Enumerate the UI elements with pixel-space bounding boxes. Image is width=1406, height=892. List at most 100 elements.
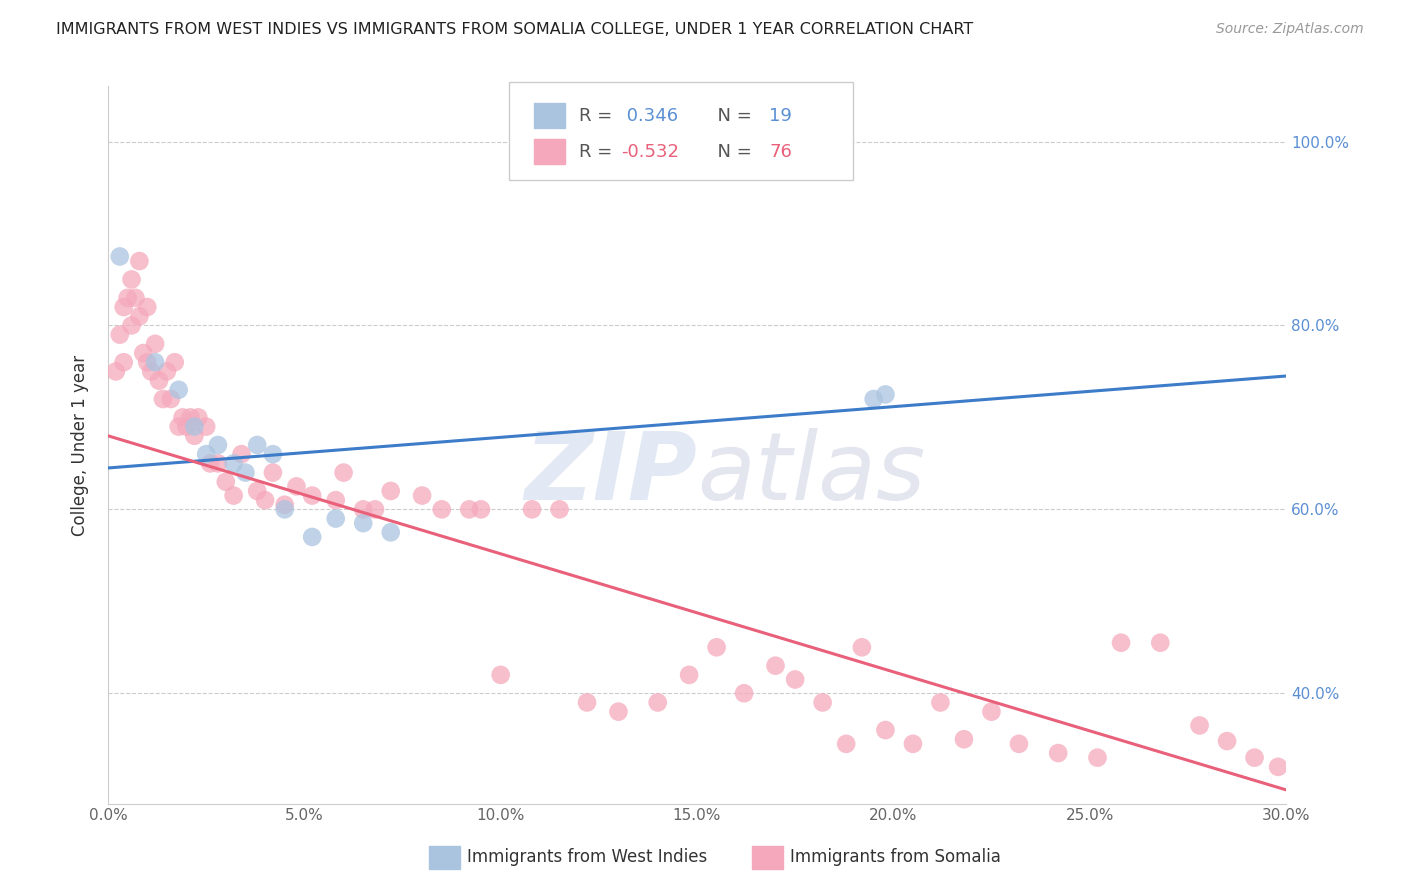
Point <box>136 355 159 369</box>
Point <box>124 291 146 305</box>
Point <box>235 466 257 480</box>
Point <box>980 705 1002 719</box>
Text: Immigrants from West Indies: Immigrants from West Indies <box>467 848 707 866</box>
Point <box>706 640 728 655</box>
Point <box>1243 750 1265 764</box>
Point <box>246 483 269 498</box>
Point <box>167 419 190 434</box>
Point <box>1087 750 1109 764</box>
Point <box>159 392 181 406</box>
Point <box>352 502 374 516</box>
Point <box>136 300 159 314</box>
Point <box>143 355 166 369</box>
Point <box>678 668 700 682</box>
Point <box>489 668 512 682</box>
Point <box>1267 760 1289 774</box>
Text: ZIP: ZIP <box>524 427 697 520</box>
Point <box>148 374 170 388</box>
Point <box>121 318 143 333</box>
Text: N =: N = <box>706 143 758 161</box>
Point <box>254 493 277 508</box>
Point <box>785 673 807 687</box>
Point <box>222 489 245 503</box>
Point <box>246 438 269 452</box>
Text: R =: R = <box>579 107 619 125</box>
Point <box>121 272 143 286</box>
Point <box>198 456 221 470</box>
Point <box>520 502 543 516</box>
Text: 0.346: 0.346 <box>621 107 679 125</box>
Point <box>458 502 481 516</box>
Point <box>273 502 295 516</box>
Point <box>352 516 374 530</box>
Point <box>607 705 630 719</box>
Point <box>132 346 155 360</box>
Point <box>195 447 218 461</box>
Point <box>176 419 198 434</box>
Point <box>231 447 253 461</box>
Point <box>183 429 205 443</box>
Point <box>411 489 433 503</box>
Point <box>765 658 787 673</box>
Point <box>576 696 599 710</box>
Point <box>380 525 402 540</box>
Point <box>332 466 354 480</box>
Text: Source: ZipAtlas.com: Source: ZipAtlas.com <box>1216 22 1364 37</box>
Point <box>1149 636 1171 650</box>
Text: N =: N = <box>706 107 758 125</box>
Point <box>811 696 834 710</box>
Text: -0.532: -0.532 <box>621 143 679 161</box>
Text: 76: 76 <box>769 143 792 161</box>
Point <box>1008 737 1031 751</box>
Point <box>301 489 323 503</box>
Point <box>163 355 186 369</box>
Point <box>430 502 453 516</box>
Text: Immigrants from Somalia: Immigrants from Somalia <box>790 848 1001 866</box>
Point <box>143 336 166 351</box>
Point <box>222 456 245 470</box>
Point <box>172 410 194 425</box>
Point <box>117 291 139 305</box>
Point <box>548 502 571 516</box>
Point <box>112 300 135 314</box>
Point <box>875 723 897 737</box>
Point <box>875 387 897 401</box>
Point <box>285 479 308 493</box>
Point <box>156 364 179 378</box>
Point <box>108 250 131 264</box>
Point <box>207 438 229 452</box>
Point <box>128 310 150 324</box>
Point <box>301 530 323 544</box>
Point <box>1109 636 1132 650</box>
Point <box>187 410 209 425</box>
Point <box>262 466 284 480</box>
Point <box>862 392 884 406</box>
Point <box>380 483 402 498</box>
Point <box>364 502 387 516</box>
Point <box>104 364 127 378</box>
Point <box>325 511 347 525</box>
Point <box>195 419 218 434</box>
Y-axis label: College, Under 1 year: College, Under 1 year <box>72 354 89 535</box>
Point <box>128 254 150 268</box>
Point <box>953 732 976 747</box>
Point <box>929 696 952 710</box>
Text: 19: 19 <box>769 107 792 125</box>
Point <box>470 502 492 516</box>
Point <box>207 456 229 470</box>
Point <box>215 475 238 489</box>
Text: atlas: atlas <box>697 428 925 519</box>
Point <box>152 392 174 406</box>
Point <box>262 447 284 461</box>
Point <box>325 493 347 508</box>
Point <box>901 737 924 751</box>
Point <box>1188 718 1211 732</box>
Point <box>851 640 873 655</box>
Point <box>647 696 669 710</box>
Point <box>1216 734 1239 748</box>
Point <box>179 410 201 425</box>
Point <box>141 364 163 378</box>
Point <box>733 686 755 700</box>
Text: R =: R = <box>579 143 619 161</box>
Point <box>108 327 131 342</box>
